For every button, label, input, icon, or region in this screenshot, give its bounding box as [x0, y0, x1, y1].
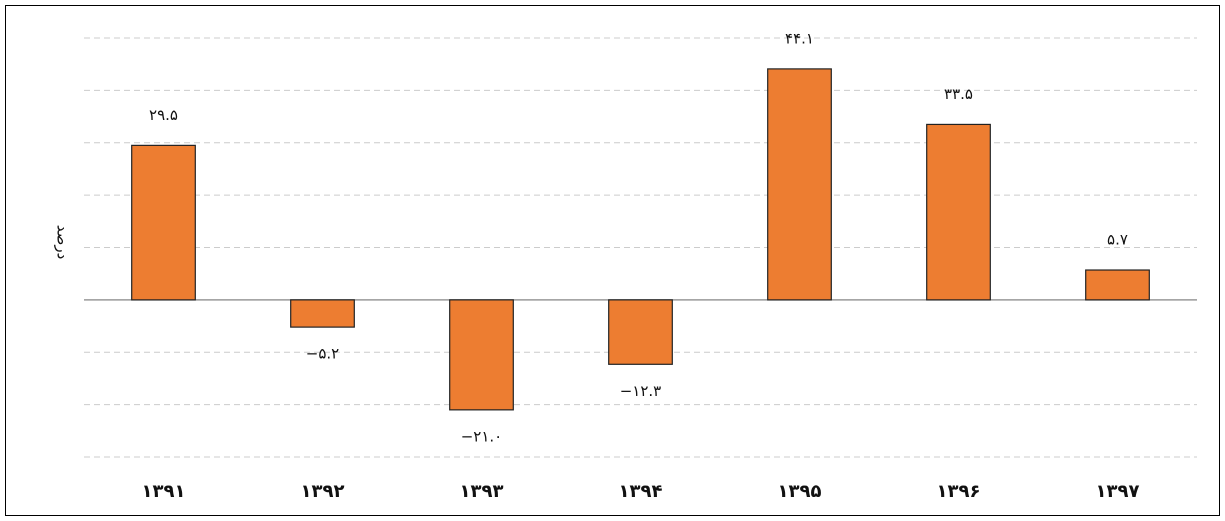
x-tick-label: ۱۳۹۵	[778, 481, 822, 502]
x-tick-label: ۱۳۹۲	[301, 481, 345, 502]
data-label: ۳۳.۵	[944, 85, 973, 103]
y-axis-label: درصد	[54, 225, 72, 260]
data-label: −۵.۲	[306, 345, 339, 363]
bar	[449, 299, 514, 411]
bar	[926, 123, 991, 301]
x-tick-label: ۱۳۹۶	[937, 481, 981, 502]
data-label: ۴۴.۱	[785, 29, 814, 47]
frame	[5, 5, 1220, 516]
x-tick-label: ۱۳۹۷	[1096, 481, 1140, 502]
bar	[767, 68, 832, 301]
x-tick-label: ۱۳۹۳	[460, 481, 504, 502]
x-tick-label: ۱۳۹۴	[619, 481, 663, 502]
bar	[1085, 269, 1150, 301]
bar	[131, 144, 196, 301]
data-label: −۱۲.۳	[620, 382, 662, 400]
data-label: ۲۹.۵	[149, 106, 178, 124]
x-tick-label: ۱۳۹۱	[142, 481, 186, 502]
data-label: ۵.۷	[1107, 231, 1128, 249]
bar	[608, 299, 673, 365]
data-label: −۲۱.۰	[461, 427, 503, 445]
bar	[290, 299, 355, 328]
